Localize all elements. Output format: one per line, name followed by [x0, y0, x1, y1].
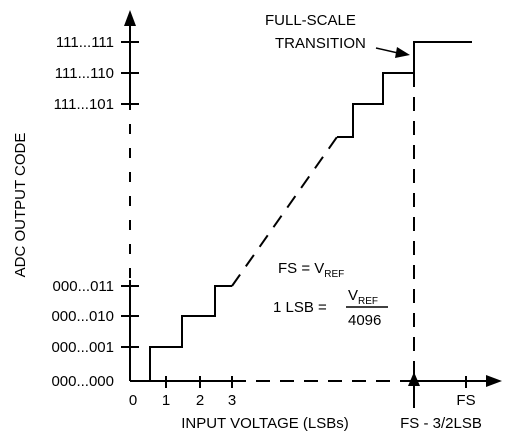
staircase-lower	[149, 285, 232, 381]
y-tick-label: 000...000	[51, 373, 114, 390]
annotation-arrow-shaft	[375, 47, 399, 54]
axes	[128, 24, 490, 382]
y-tick-label: 000...001	[51, 339, 114, 356]
y-tick-marks	[121, 41, 139, 348]
x-tick-label: 3	[228, 392, 236, 409]
y-tick-label: 111...110	[55, 65, 114, 82]
y-tick-label: 000...010	[51, 308, 114, 325]
y-axis-title: ADC OUTPUT CODE	[12, 133, 29, 278]
equation-lsb-lhs: 1 LSB =	[273, 299, 327, 316]
annotation-arrow-icon	[395, 47, 410, 58]
x-axis-title: INPUT VOLTAGE (LSBs)	[181, 415, 349, 432]
equation-lsb-numerator-sub: REF	[358, 296, 378, 307]
x-tick-label: 1	[162, 392, 170, 409]
fs-tick-label: FS	[456, 392, 475, 409]
fs-minus-arrow-icon	[408, 372, 420, 386]
equation-lsb-numerator: VREF	[348, 287, 378, 307]
equation-lsb-denominator: 4096	[348, 312, 381, 329]
y-tick-label: 111...101	[54, 96, 114, 113]
x-axis-arrowhead	[486, 375, 502, 387]
annotation-line2: TRANSITION	[275, 35, 366, 52]
y-tick-label: 111...111	[56, 34, 114, 51]
fs-minus-label: FS - 3/2LSB	[400, 415, 482, 432]
y-axis-arrowhead	[124, 10, 136, 26]
equation-fs: FS = VREF	[278, 260, 344, 280]
equation-fs-lhs: FS = V	[278, 260, 324, 277]
x-tick-label: 2	[196, 392, 204, 409]
staircase-dashed-ramp	[231, 136, 338, 287]
x-tick-label: 0	[129, 392, 137, 409]
equation-lsb-numerator-main: V	[348, 287, 358, 304]
x-tick-marks	[165, 376, 467, 388]
staircase-upper	[337, 41, 472, 138]
equation-fs-sub: REF	[324, 269, 344, 280]
annotation-line1: FULL-SCALE	[265, 12, 356, 29]
y-tick-label: 000...011	[53, 278, 114, 295]
